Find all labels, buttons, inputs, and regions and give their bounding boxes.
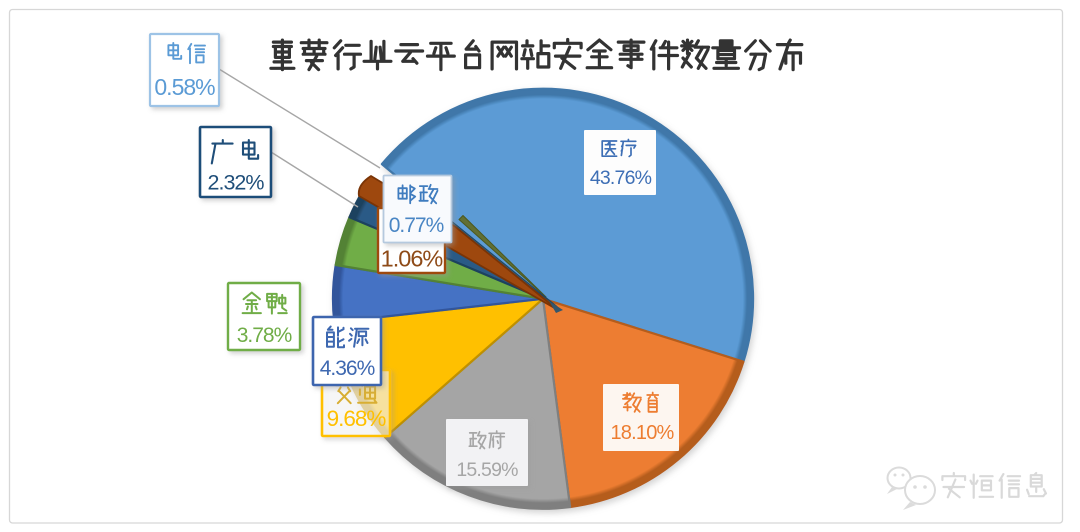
svg-text:3.78%: 3.78% — [237, 324, 292, 347]
svg-text:2.32%: 2.32% — [208, 171, 265, 195]
svg-text:4.36%: 4.36% — [320, 357, 375, 380]
svg-text:18.10%: 18.10% — [610, 422, 674, 444]
svg-text:1.06%: 1.06% — [381, 246, 444, 272]
svg-text:0.58%: 0.58% — [154, 74, 215, 100]
svg-text:0.77%: 0.77% — [389, 214, 444, 237]
svg-text:9.68%: 9.68% — [327, 406, 387, 431]
svg-text:15.59%: 15.59% — [456, 459, 518, 481]
svg-text:43.76%: 43.76% — [590, 167, 652, 189]
